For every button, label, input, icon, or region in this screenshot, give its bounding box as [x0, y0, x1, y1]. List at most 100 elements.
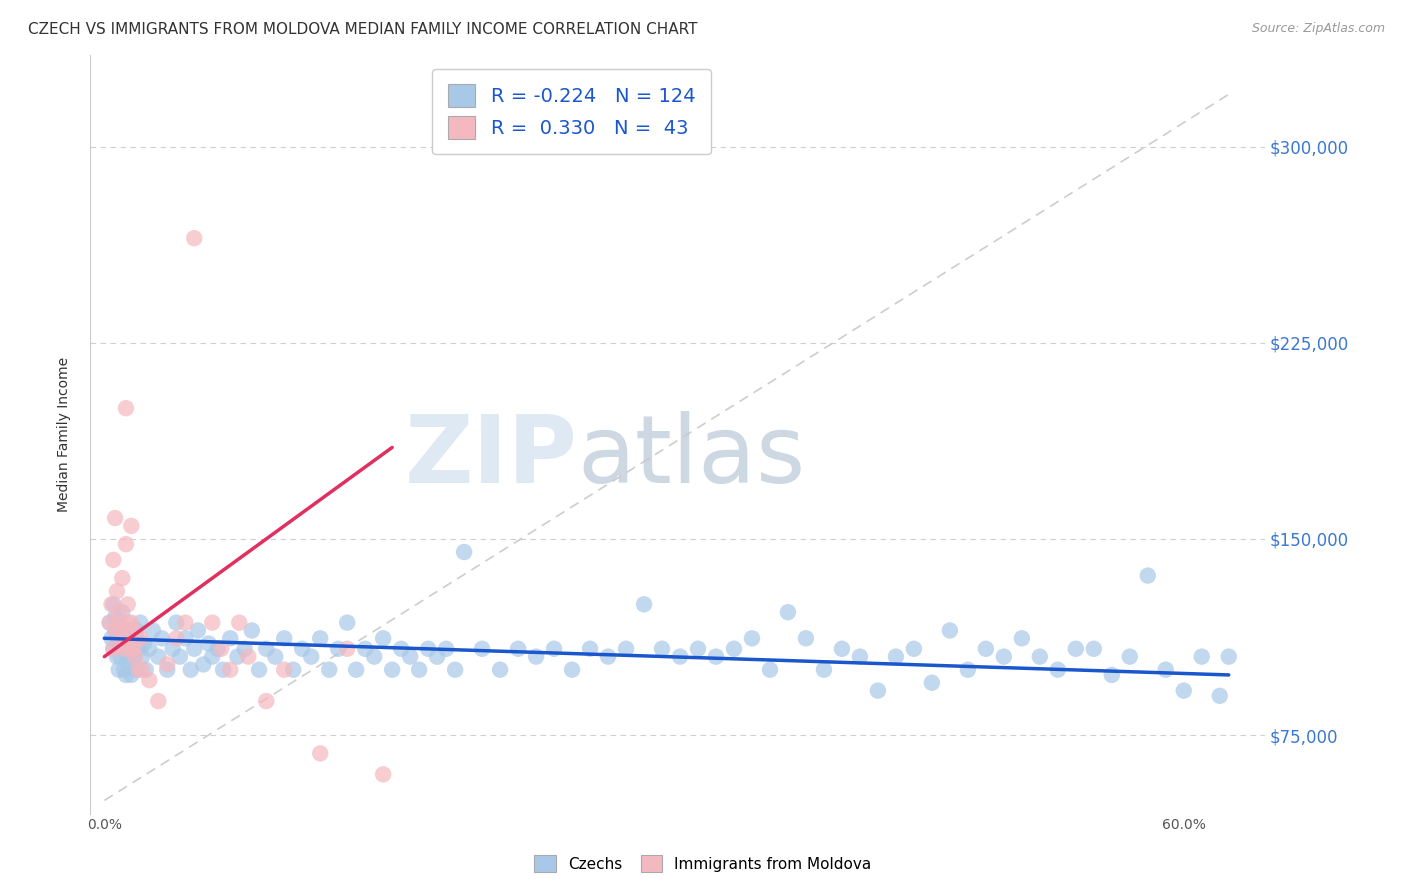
Point [993, 649, 1015, 664]
Point [336, 641, 359, 656]
Point [156, 657, 179, 672]
Point [247, 663, 270, 677]
Point [1011, 632, 1033, 646]
Point [453, 545, 475, 559]
Point [118, 641, 141, 656]
Legend: R = -0.224   N = 124, R =  0.330   N =  43: R = -0.224 N = 124, R = 0.330 N = 43 [432, 69, 711, 154]
Point [110, 649, 132, 664]
Point [105, 615, 128, 630]
Point [344, 663, 367, 677]
Point [506, 641, 529, 656]
Point [418, 641, 440, 656]
Point [122, 624, 145, 638]
Point [148, 649, 170, 664]
Point [197, 636, 219, 650]
Point [103, 641, 125, 656]
Point [187, 624, 209, 638]
Point [104, 511, 127, 525]
Point [120, 519, 142, 533]
Point [273, 663, 295, 677]
Point [135, 663, 157, 677]
Point [759, 663, 782, 677]
Point [150, 632, 173, 646]
Point [1209, 689, 1232, 703]
Point [1173, 683, 1195, 698]
Point [129, 632, 152, 646]
Point [169, 649, 191, 664]
Point [219, 632, 242, 646]
Point [1029, 649, 1052, 664]
Point [328, 641, 350, 656]
Point [165, 632, 187, 646]
Point [165, 615, 187, 630]
Point [142, 624, 165, 638]
Point [115, 641, 138, 656]
Point [209, 641, 232, 656]
Point [180, 663, 202, 677]
Point [309, 632, 332, 646]
Point [103, 597, 125, 611]
Point [125, 663, 148, 677]
Point [354, 641, 377, 656]
Point [125, 624, 148, 638]
Point [794, 632, 817, 646]
Point [183, 641, 205, 656]
Point [669, 649, 692, 664]
Point [105, 649, 128, 664]
Point [128, 663, 150, 677]
Y-axis label: Median Family Income: Median Family Income [58, 357, 72, 512]
Point [884, 649, 907, 664]
Point [1154, 663, 1177, 677]
Point [100, 632, 122, 646]
Point [240, 624, 263, 638]
Point [254, 694, 277, 708]
Point [389, 641, 412, 656]
Point [128, 641, 150, 656]
Point [614, 641, 637, 656]
Point [120, 615, 142, 630]
Point [122, 641, 145, 656]
Point [921, 675, 943, 690]
Point [115, 668, 138, 682]
Point [219, 663, 242, 677]
Point [201, 649, 224, 664]
Point [212, 663, 235, 677]
Point [138, 641, 160, 656]
Point [100, 597, 122, 611]
Point [118, 657, 141, 672]
Point [399, 649, 422, 664]
Point [124, 649, 146, 664]
Point [273, 632, 295, 646]
Point [1083, 641, 1105, 656]
Point [524, 649, 547, 664]
Point [111, 571, 134, 585]
Point [1136, 568, 1159, 582]
Point [831, 641, 853, 656]
Point [489, 663, 512, 677]
Point [104, 624, 127, 638]
Point [704, 649, 727, 664]
Point [117, 624, 139, 638]
Point [111, 632, 134, 646]
Point [138, 673, 160, 688]
Point [110, 624, 132, 638]
Point [956, 663, 979, 677]
Point [193, 657, 215, 672]
Point [903, 641, 925, 656]
Point [207, 641, 229, 656]
Point [105, 584, 128, 599]
Point [363, 649, 385, 664]
Point [125, 632, 148, 646]
Point [201, 615, 224, 630]
Point [444, 663, 467, 677]
Point [174, 615, 197, 630]
Point [111, 605, 134, 619]
Point [596, 649, 619, 664]
Point [104, 624, 127, 638]
Point [112, 641, 135, 656]
Point [373, 632, 395, 646]
Point [162, 641, 184, 656]
Point [115, 537, 138, 551]
Point [110, 624, 132, 638]
Point [633, 597, 655, 611]
